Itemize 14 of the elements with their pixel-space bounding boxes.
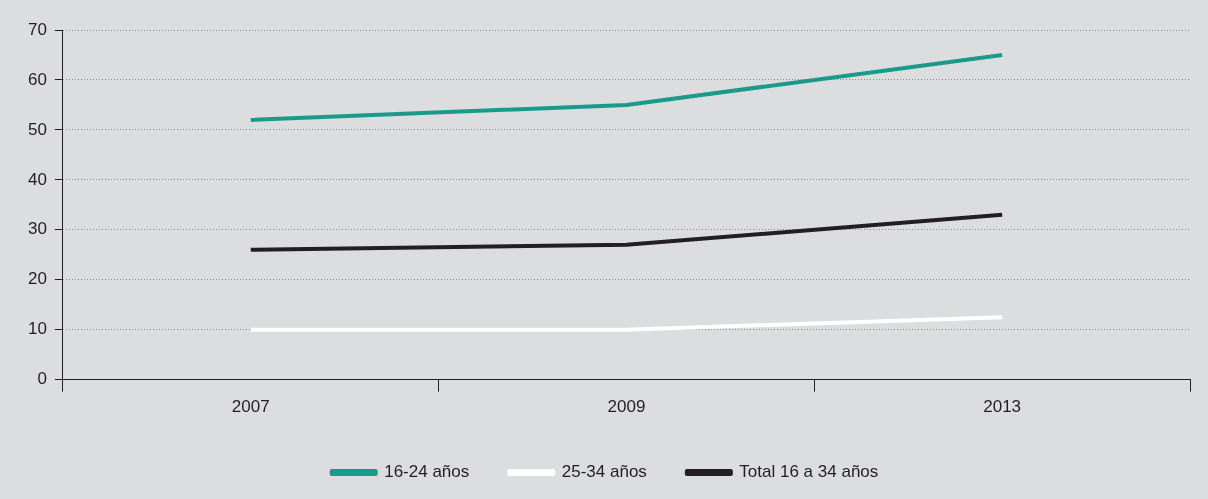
y-tick-label: 50 xyxy=(27,119,47,139)
y-tick-label: 20 xyxy=(27,269,47,289)
y-tick-label: 0 xyxy=(37,369,47,389)
legend-label: 25-34 años xyxy=(561,462,647,482)
y-tick-label: 30 xyxy=(27,219,47,239)
x-tick-label: 2013 xyxy=(983,397,1022,417)
y-tick-label: 60 xyxy=(27,69,47,89)
x-tick-label: 2007 xyxy=(231,397,270,417)
x-tick-label: 2009 xyxy=(607,397,646,417)
y-tick-label: 70 xyxy=(27,19,47,39)
y-tick-label: 10 xyxy=(27,319,47,339)
legend-label: Total 16 a 34 años xyxy=(739,462,879,482)
legend-label: 16-24 años xyxy=(384,462,470,482)
y-tick-label: 40 xyxy=(27,169,47,189)
